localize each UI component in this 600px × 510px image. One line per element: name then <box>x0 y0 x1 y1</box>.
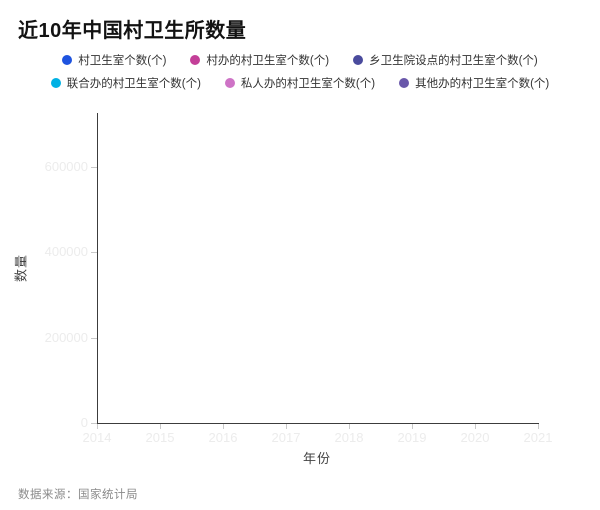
x-axis-tick-label: 2017 <box>271 430 301 445</box>
x-axis-tick <box>349 424 350 429</box>
legend-item-series-4[interactable]: 私人办的村卫生室个数(个) <box>224 75 376 91</box>
y-axis-tick <box>91 252 97 253</box>
x-axis-tick <box>160 424 161 429</box>
x-axis-tick <box>475 424 476 429</box>
legend-item-series-3[interactable]: 联合办的村卫生室个数(个) <box>50 75 201 91</box>
x-axis-tick <box>286 424 287 429</box>
legend-item-series-1[interactable]: 村办的村卫生室个数(个) <box>190 52 329 68</box>
y-axis-title: 数量 <box>13 253 29 283</box>
data-source: 数据来源：国家统计局 <box>18 489 138 501</box>
legend-item-label: 村卫生室个数(个) <box>78 55 167 67</box>
legend-marker-icon <box>50 78 61 88</box>
legend-marker-icon <box>353 55 364 65</box>
x-axis-tick <box>538 424 539 429</box>
x-axis-tick <box>97 424 98 429</box>
legend-item-label: 其他办的村卫生室个数(个) <box>415 78 550 90</box>
legend-marker-icon <box>190 55 201 65</box>
x-axis-tick-label: 2014 <box>82 430 112 445</box>
legend-marker-icon <box>399 78 410 88</box>
y-axis-tick-label: 200000 <box>44 330 88 345</box>
x-axis-title: 年份 <box>302 451 332 466</box>
legend-item-label: 联合办的村卫生室个数(个) <box>66 78 201 90</box>
y-axis-tick-label: 0 <box>80 415 88 430</box>
y-axis-tick <box>91 338 97 339</box>
x-axis-tick-label: 2015 <box>145 430 175 445</box>
y-axis-tick <box>91 423 97 424</box>
legend-item-series-2[interactable]: 乡卫生院设点的村卫生室个数(个) <box>353 52 538 68</box>
y-axis-tick-label: 600000 <box>44 159 88 174</box>
legend-item-series-5[interactable]: 其他办的村卫生室个数(个) <box>399 75 549 91</box>
x-axis-tick <box>412 424 413 429</box>
chart-title: 近10年中国村卫生所数量 <box>18 20 247 42</box>
y-axis-tick <box>91 167 97 168</box>
y-axis-tick-label: 400000 <box>44 244 88 259</box>
legend-item-label: 私人办的村卫生室个数(个) <box>240 78 376 90</box>
legend: 村卫生室个数(个) 村办的村卫生室个数(个) 乡卫生院设点的村卫生室个数(个) … <box>0 52 600 91</box>
x-axis-tick-label: 2018 <box>334 430 364 445</box>
x-axis-tick-label: 2021 <box>523 430 553 445</box>
legend-row: 村卫生室个数(个) 村办的村卫生室个数(个) 乡卫生院设点的村卫生室个数(个) <box>62 52 538 68</box>
plot-area <box>97 113 539 424</box>
legend-row: 联合办的村卫生室个数(个) 私人办的村卫生室个数(个) 其他办的村卫生室个数(个… <box>50 75 549 91</box>
x-axis-tick <box>223 424 224 429</box>
x-axis-tick-label: 2016 <box>208 430 238 445</box>
legend-marker-icon <box>62 55 73 65</box>
x-axis-tick-label: 2019 <box>397 430 427 445</box>
legend-marker-icon <box>224 78 235 88</box>
legend-item-label: 村办的村卫生室个数(个) <box>206 55 330 67</box>
legend-item-series-0[interactable]: 村卫生室个数(个) <box>62 52 166 68</box>
x-axis-tick-label: 2020 <box>460 430 490 445</box>
legend-item-label: 乡卫生院设点的村卫生室个数(个) <box>369 55 538 67</box>
